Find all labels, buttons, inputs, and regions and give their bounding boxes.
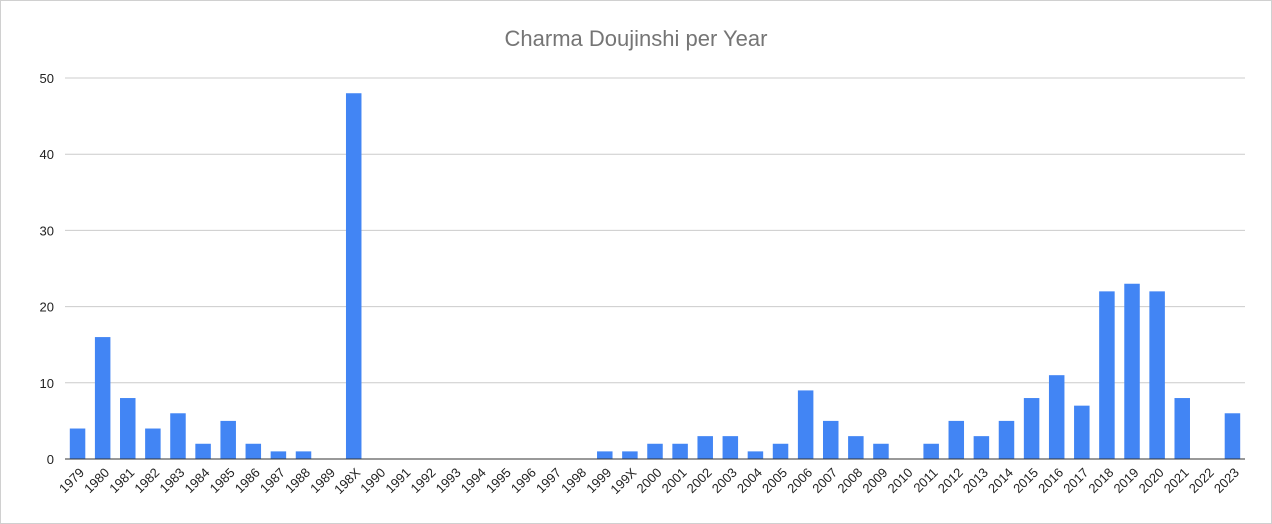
bar-2017 <box>1074 405 1090 459</box>
x-tick-label: 2020 <box>1136 465 1167 496</box>
x-tick-label: 1991 <box>382 465 413 496</box>
x-tick-label: 1980 <box>81 465 112 496</box>
bar-1981 <box>120 398 136 459</box>
x-tick-label: 2000 <box>633 465 664 496</box>
x-tick-label: 2016 <box>1035 465 1066 496</box>
x-tick-label: 2015 <box>1010 465 1041 496</box>
bar-1982 <box>145 428 161 459</box>
bar-2013 <box>973 436 990 459</box>
x-tick-label: 199X <box>607 465 639 497</box>
x-tick-label: 2006 <box>784 465 815 496</box>
bar-2014 <box>998 420 1015 459</box>
bar-2000 <box>647 443 663 459</box>
x-tick-label: 1992 <box>408 465 439 496</box>
bar-2019 <box>1124 283 1140 459</box>
bar-1980 <box>94 337 111 459</box>
bar-2002 <box>697 436 713 459</box>
x-tick-label: 1988 <box>282 465 313 496</box>
bar-2018 <box>1099 291 1115 459</box>
x-tick-label: 2017 <box>1060 465 1091 496</box>
x-tick-label: 2010 <box>885 465 916 496</box>
x-tick-label: 1982 <box>131 465 162 496</box>
bar-1985 <box>220 420 236 459</box>
y-tick-label: 40 <box>40 147 54 162</box>
x-tick-label: 1986 <box>232 465 263 496</box>
bar-2011 <box>923 443 939 459</box>
x-tick-label: 198X <box>331 465 363 497</box>
bar-1979 <box>69 428 86 459</box>
x-tick-label: 1984 <box>182 465 213 496</box>
y-tick-label: 10 <box>40 376 54 391</box>
x-tick-label: 1990 <box>357 465 388 496</box>
y-tick-label: 30 <box>40 223 54 238</box>
x-tick-label: 2008 <box>834 465 865 496</box>
bar-2023 <box>1224 413 1241 459</box>
x-tick-label: 2007 <box>809 465 840 496</box>
x-tick-label: 1994 <box>458 465 489 496</box>
x-tick-label: 2022 <box>1186 465 1217 496</box>
y-tick-label: 0 <box>47 452 54 467</box>
bar-2004 <box>747 451 764 459</box>
bars <box>69 93 1241 460</box>
bar-2003 <box>722 436 739 459</box>
bar-2006 <box>797 390 814 459</box>
x-tick-label: 2001 <box>659 465 690 496</box>
bar-199X <box>622 451 638 459</box>
x-tick-label: 1989 <box>307 465 338 496</box>
x-tick-label: 2019 <box>1111 465 1142 496</box>
bar-2012 <box>948 420 965 459</box>
bar-1986 <box>245 443 262 459</box>
bar-2008 <box>848 436 864 459</box>
x-tick-label: 2002 <box>684 465 715 496</box>
x-tick-label: 2013 <box>960 465 991 496</box>
x-axis-ticks: 1979198019811982198319841985198619871988… <box>56 465 1242 497</box>
x-tick-label: 2018 <box>1085 465 1116 496</box>
x-tick-label: 2023 <box>1211 465 1242 496</box>
x-tick-label: 1983 <box>156 465 187 496</box>
x-tick-label: 1981 <box>106 465 137 496</box>
bar-1987 <box>270 451 287 459</box>
x-tick-label: 1996 <box>508 465 539 496</box>
x-tick-label: 2003 <box>709 465 740 496</box>
bar-1999 <box>597 451 613 459</box>
x-tick-label: 1995 <box>483 465 514 496</box>
bar-2016 <box>1048 375 1065 459</box>
x-tick-label: 1997 <box>533 465 564 496</box>
bar-2009 <box>873 443 889 459</box>
bar-1988 <box>295 451 312 459</box>
bar-1983 <box>170 413 186 459</box>
bar-2007 <box>822 420 839 459</box>
x-tick-label: 1998 <box>558 465 589 496</box>
x-tick-label: 1993 <box>433 465 464 496</box>
x-tick-label: 2009 <box>859 465 890 496</box>
x-tick-label: 1999 <box>583 465 614 496</box>
x-tick-label: 2004 <box>734 465 765 496</box>
x-tick-label: 1985 <box>207 465 238 496</box>
x-tick-label: 2011 <box>910 465 940 495</box>
y-axis-ticks: 0 10 20 30 40 50 <box>40 71 54 467</box>
x-tick-label: 2005 <box>759 465 790 496</box>
x-tick-label: 1987 <box>257 465 288 496</box>
y-tick-label: 50 <box>40 71 54 86</box>
x-tick-label: 1979 <box>56 465 87 496</box>
bar-1984 <box>195 443 211 459</box>
x-tick-label: 2021 <box>1161 465 1192 496</box>
x-tick-label: 2014 <box>985 465 1016 496</box>
x-tick-label: 2012 <box>935 465 966 496</box>
bar-2005 <box>772 443 789 459</box>
bar-2015 <box>1023 398 1040 459</box>
chart-title: Charma Doujinshi per Year <box>504 26 768 51</box>
bar-198X <box>345 93 362 460</box>
bar-2021 <box>1174 398 1190 459</box>
bar-2001 <box>672 443 688 459</box>
y-tick-label: 20 <box>40 300 54 315</box>
gridlines <box>65 77 1245 384</box>
bar-2020 <box>1149 291 1165 459</box>
